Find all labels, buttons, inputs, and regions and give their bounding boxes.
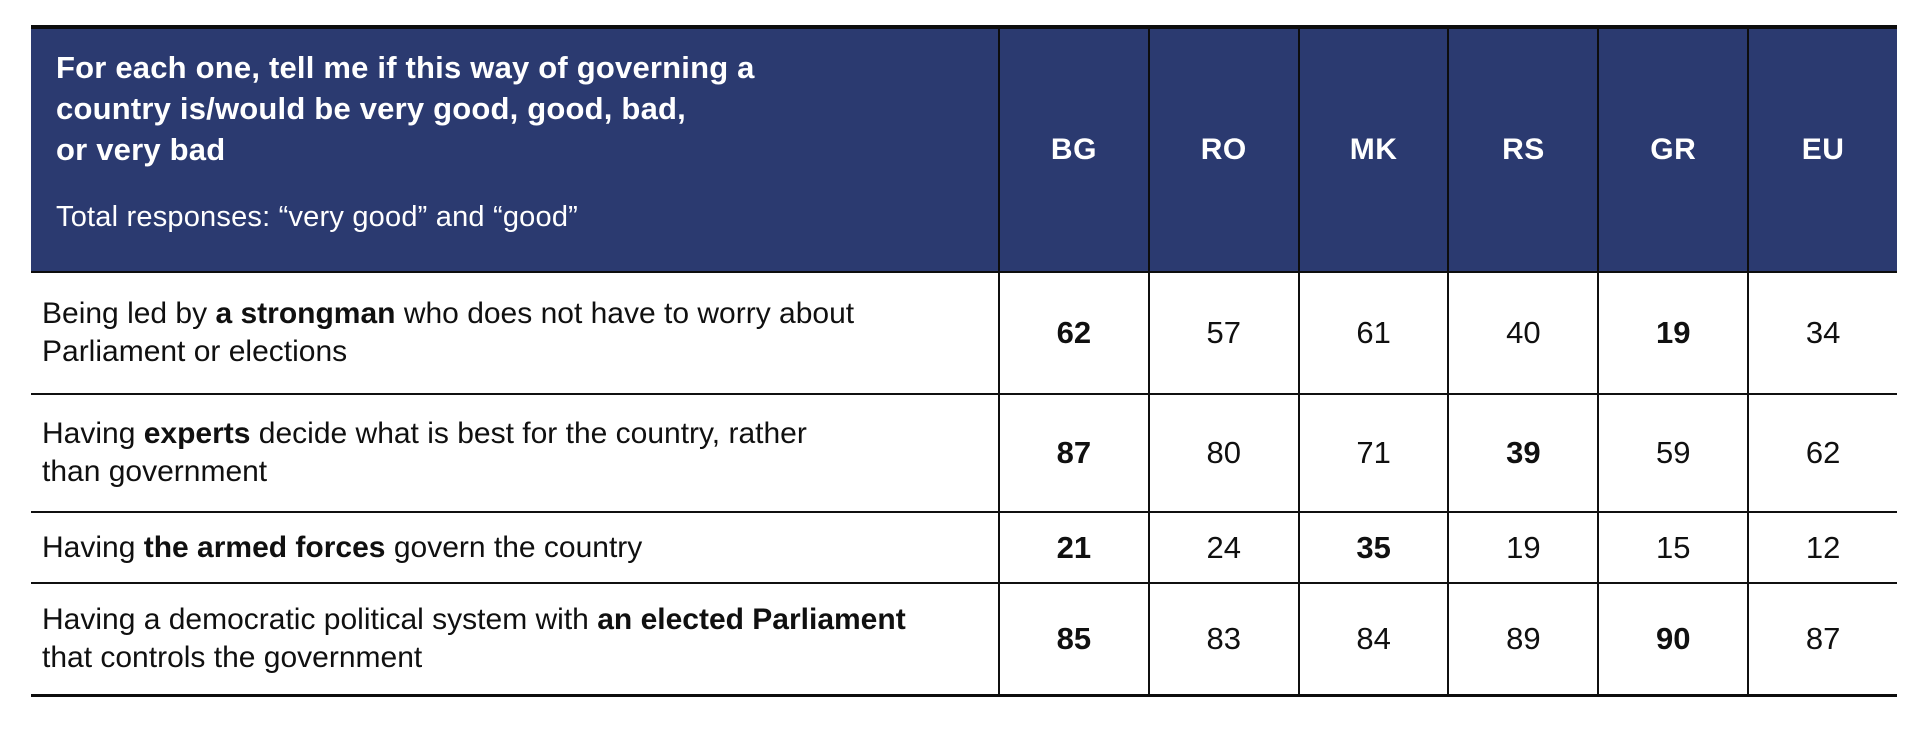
value-cell: 21 <box>998 513 1148 582</box>
value-cell: 87 <box>1747 584 1897 694</box>
value-cell: 90 <box>1597 584 1747 694</box>
table-row: Having experts decide what is best for t… <box>31 395 1897 513</box>
value-cell: 12 <box>1747 513 1897 582</box>
value-cell: 15 <box>1597 513 1747 582</box>
column-header-gr: GR <box>1597 29 1747 271</box>
question-line: country is/would be very good, good, bad… <box>56 91 686 126</box>
column-header-ro: RO <box>1147 29 1298 271</box>
label-text: who does not have to worry about Parliam… <box>42 297 855 368</box>
value-cell: 80 <box>1147 395 1298 511</box>
value-cell: 62 <box>1747 395 1897 511</box>
value-cell: 19 <box>1597 273 1747 393</box>
table-header-row: For each one, tell me if this way of gov… <box>31 29 1897 273</box>
label-text-bold: experts <box>143 417 251 450</box>
value-cell: 62 <box>998 273 1148 393</box>
value-cell: 89 <box>1447 584 1597 694</box>
survey-table: For each one, tell me if this way of gov… <box>31 25 1897 697</box>
table-header-question-cell: For each one, tell me if this way of gov… <box>31 29 998 271</box>
table-row: Being led by a strongman who does not ha… <box>31 273 1897 395</box>
label-text: Having <box>42 530 144 564</box>
row-label: Having the armed forces govern the count… <box>31 513 998 582</box>
value-cell: 40 <box>1447 273 1597 393</box>
column-header-eu: EU <box>1747 29 1897 271</box>
label-text: govern the country <box>385 530 643 564</box>
question-line: or very bad <box>56 132 226 167</box>
label-text-bold: the armed forces <box>143 530 386 564</box>
value-cell: 34 <box>1747 273 1897 393</box>
value-cell: 39 <box>1447 395 1597 511</box>
label-text: that controls the government <box>42 641 423 674</box>
value-cell: 87 <box>998 395 1148 511</box>
value-cell: 57 <box>1147 273 1298 393</box>
value-cell: 83 <box>1147 584 1298 694</box>
table-subtitle: Total responses: “very good” and “good” <box>56 201 579 233</box>
row-label: Having a democratic political system wit… <box>31 584 998 694</box>
label-text: Having a democratic political system wit… <box>42 603 598 636</box>
question-line: For each one, tell me if this way of gov… <box>56 50 755 85</box>
label-text-bold: a strongman <box>215 297 396 330</box>
value-cell: 59 <box>1597 395 1747 511</box>
row-label: Having experts decide what is best for t… <box>31 395 998 511</box>
label-text: decide what is best for the country, rat… <box>42 417 807 488</box>
label-text: Having <box>42 417 144 450</box>
label-text: Being led by <box>42 297 216 330</box>
column-header-bg: BG <box>998 29 1148 271</box>
value-cell: 35 <box>1297 513 1448 582</box>
value-cell: 61 <box>1297 273 1448 393</box>
table-row: Having a democratic political system wit… <box>31 584 1897 694</box>
value-cell: 24 <box>1147 513 1298 582</box>
column-header-mk: MK <box>1297 29 1448 271</box>
value-cell: 71 <box>1297 395 1448 511</box>
value-cell: 84 <box>1297 584 1448 694</box>
value-cell: 85 <box>998 584 1148 694</box>
value-cell: 19 <box>1447 513 1597 582</box>
question-text: For each one, tell me if this way of gov… <box>56 47 968 170</box>
table-row: Having the armed forces govern the count… <box>31 513 1897 584</box>
label-text-bold: an elected Parliament <box>597 603 906 636</box>
column-header-rs: RS <box>1447 29 1597 271</box>
row-label: Being led by a strongman who does not ha… <box>31 273 998 393</box>
